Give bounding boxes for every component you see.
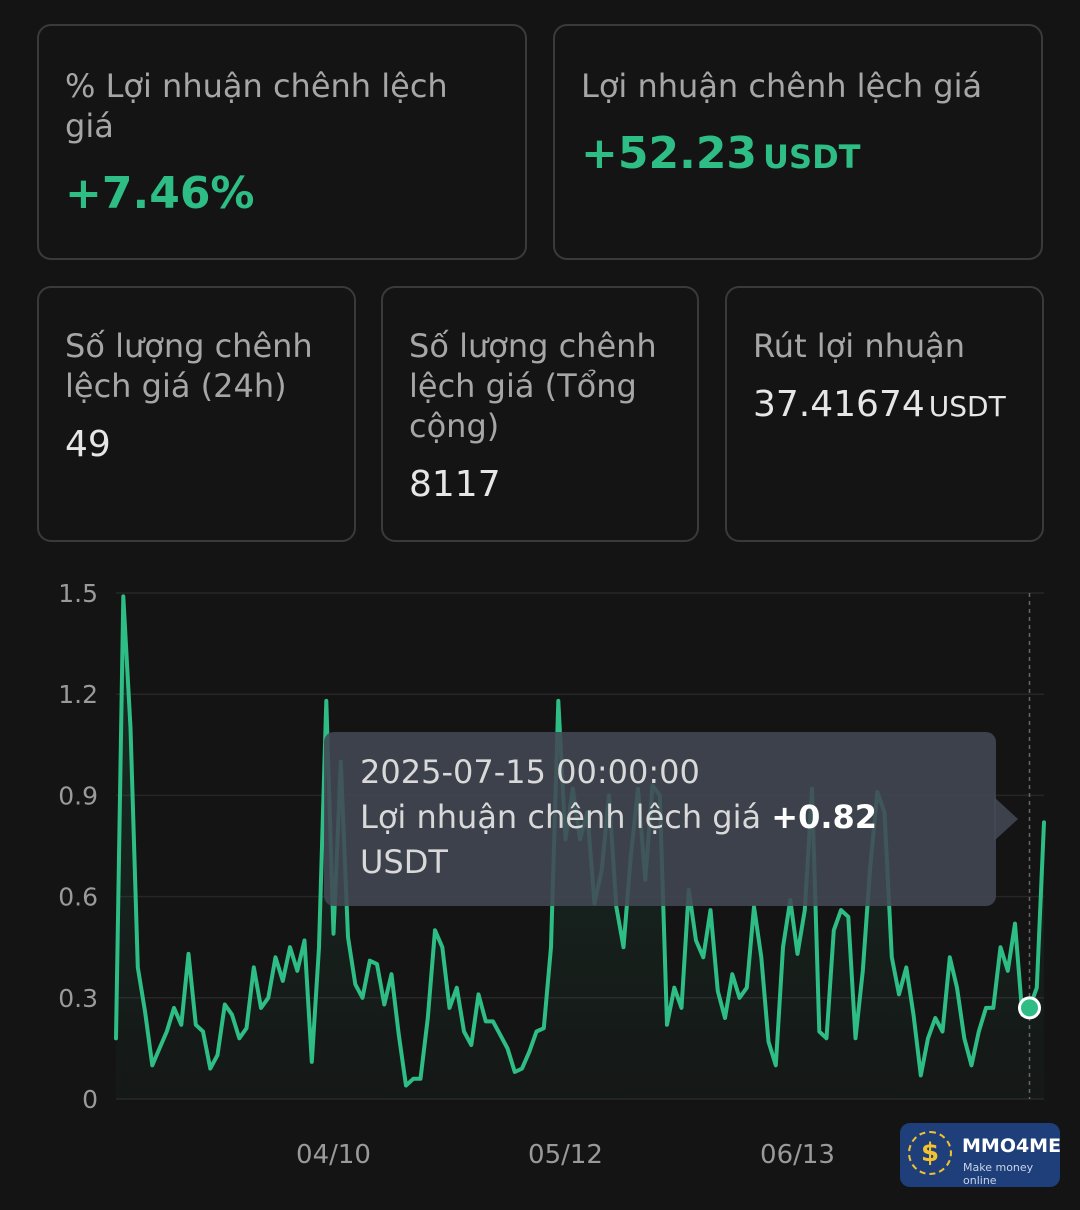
withdraw-profit-card: Rút lợi nhuận 37.41674 USDT bbox=[725, 286, 1044, 542]
x-tick-label: 05/12 bbox=[528, 1140, 603, 1170]
withdraw-profit-label: Rút lợi nhuận bbox=[753, 327, 966, 365]
y-tick-label: 0 bbox=[82, 1085, 98, 1114]
arb-count-total-label: Số lượng chênh lệch giá (Tổng cộng) bbox=[409, 327, 657, 445]
arb-count-total-card: Số lượng chênh lệch giá (Tổng cộng) 8117 bbox=[381, 286, 699, 542]
tooltip-label: Lợi nhuận chênh lệch giá bbox=[360, 798, 762, 836]
arb-profit-unit: USDT bbox=[763, 138, 861, 176]
tooltip-body: Lợi nhuận chênh lệch giá +0.82 USDT bbox=[360, 795, 960, 885]
arb-profit-value: +52.23 bbox=[581, 128, 758, 179]
y-tick-label: 1.2 bbox=[58, 680, 98, 709]
withdraw-profit-unit: USDT bbox=[928, 390, 1006, 423]
arb-profit-value-row: +52.23 USDT bbox=[581, 128, 1015, 179]
tooltip-value: +0.82 bbox=[771, 798, 878, 836]
watermark-logo: $ MMO4ME Make money online bbox=[900, 1123, 1060, 1187]
tooltip-arrow bbox=[994, 797, 1018, 841]
coin-ring-icon bbox=[908, 1131, 952, 1175]
x-tick-label: 06/13 bbox=[760, 1140, 835, 1170]
arb-profit-label: Lợi nhuận chênh lệch giá bbox=[581, 67, 983, 105]
arb-count-24h-card: Số lượng chênh lệch giá (24h) 49 bbox=[37, 286, 356, 542]
arb-profit-pct-label: % Lợi nhuận chênh lệch giá bbox=[65, 67, 448, 145]
chart-tooltip: 2025-07-15 00:00:00 Lợi nhuận chênh lệch… bbox=[324, 732, 996, 906]
arb-count-24h-value: 49 bbox=[65, 424, 111, 465]
arb-profit-pct-card: % Lợi nhuận chênh lệch giá +7.46% bbox=[37, 24, 527, 260]
x-tick-label: 04/10 bbox=[296, 1140, 371, 1170]
y-tick-label: 0.6 bbox=[58, 883, 98, 912]
arb-count-24h-label: Số lượng chênh lệch giá (24h) bbox=[65, 327, 313, 405]
arb-count-total-value: 8117 bbox=[409, 464, 501, 505]
watermark-title: MMO4ME bbox=[962, 1135, 1060, 1157]
y-tick-label: 0.3 bbox=[58, 984, 98, 1013]
watermark-subtitle: Make money online bbox=[963, 1161, 1034, 1187]
tooltip-datetime: 2025-07-15 00:00:00 bbox=[360, 753, 700, 791]
y-tick-label: 1.5 bbox=[58, 579, 98, 608]
highlight-point[interactable] bbox=[1018, 996, 1041, 1020]
arb-profit-pct-value: +7.46% bbox=[65, 168, 255, 219]
arb-profit-card: Lợi nhuận chênh lệch giá +52.23 USDT bbox=[553, 24, 1043, 260]
withdraw-profit-value: 37.41674 bbox=[753, 384, 925, 425]
tooltip-unit: USDT bbox=[360, 843, 448, 881]
withdraw-profit-value-row: 37.41674 USDT bbox=[753, 384, 1016, 425]
y-tick-label: 0.9 bbox=[58, 781, 98, 810]
dollar-icon: $ bbox=[920, 1138, 940, 1168]
